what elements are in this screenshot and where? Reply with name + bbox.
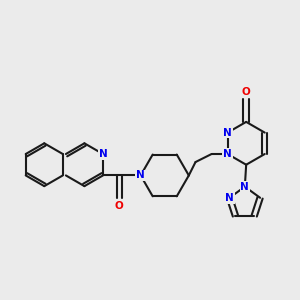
Text: O: O [115, 201, 124, 211]
Text: N: N [241, 182, 249, 192]
Text: N: N [223, 128, 232, 138]
Text: N: N [99, 149, 107, 159]
Text: N: N [225, 193, 234, 203]
Text: N: N [136, 170, 145, 180]
Text: O: O [242, 87, 250, 98]
Text: N: N [223, 149, 232, 159]
